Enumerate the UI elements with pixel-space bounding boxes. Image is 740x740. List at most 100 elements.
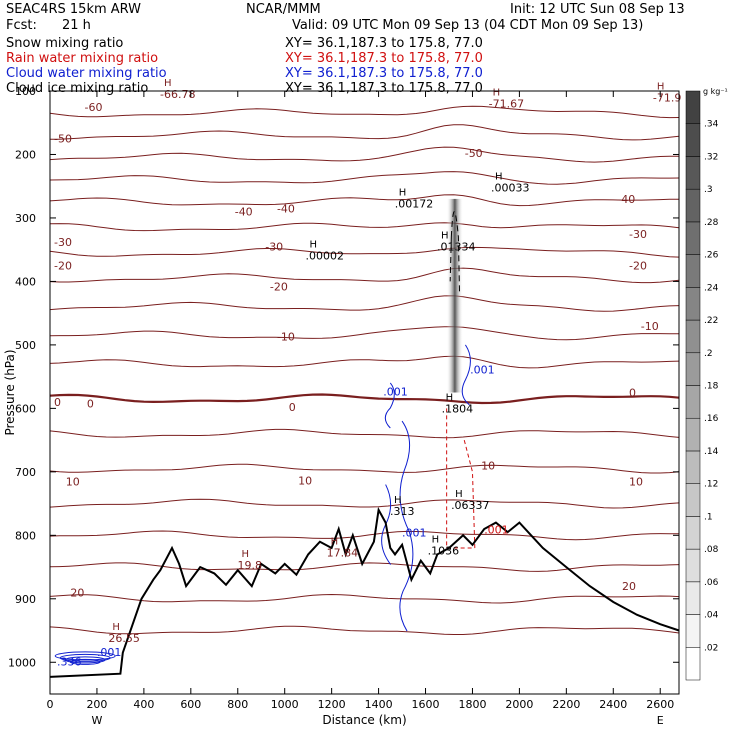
- cloud-water-label: .336: [57, 655, 82, 668]
- isotherm-line: [49, 562, 680, 572]
- center-title: NCAR/MMM: [246, 2, 321, 17]
- y-tick-label: 900: [15, 593, 36, 606]
- colorbar-tick-label: .02: [704, 643, 718, 653]
- field-xy-cloud-water: XY= 36.1,187.3 to 175.8, 77.0: [285, 66, 483, 81]
- isotherm-line: [49, 105, 680, 119]
- max-marker: H: [310, 239, 318, 250]
- temperature-label: -40: [617, 193, 635, 206]
- cloud-water-contour: [384, 382, 395, 429]
- max-value-label: .1804: [442, 402, 474, 415]
- colorbar-tick-label: .14: [704, 447, 719, 457]
- temperature-label: 10: [629, 475, 643, 488]
- temperature-label: -40: [277, 202, 295, 215]
- temperature-label: -40: [235, 206, 253, 219]
- isotherm-line: [49, 625, 680, 635]
- y-tick-label: 600: [15, 402, 36, 415]
- east-label: E: [657, 714, 664, 727]
- isotherm-line: [49, 593, 680, 604]
- temperature-label: -30: [629, 228, 647, 241]
- max-value-label: 17.84: [327, 546, 359, 559]
- colorbar-swatch: [685, 581, 701, 615]
- isotherm-line: [49, 171, 680, 185]
- isotherm-line: [49, 267, 680, 284]
- max-marker: H: [446, 392, 454, 403]
- colorbar-tick-label: .08: [704, 545, 719, 555]
- y-tick-label: 500: [15, 339, 36, 352]
- y-tick-label: 400: [15, 275, 36, 288]
- isotherm-line: [49, 222, 680, 232]
- forecast-hours: 21 h: [62, 18, 91, 33]
- cloud-water-contour: [69, 658, 101, 665]
- y-axis-label: Pressure (hPa): [3, 349, 17, 435]
- max-marker: H: [112, 622, 120, 633]
- isotherm-line: [49, 498, 680, 509]
- max-marker: H: [441, 230, 449, 241]
- colorbar-swatch: [685, 254, 701, 288]
- colorbar-tick-label: .24: [704, 283, 719, 293]
- colorbar-swatch: [685, 287, 701, 321]
- max-marker: H: [455, 489, 463, 500]
- temperature-label: -20: [629, 260, 647, 273]
- temperature-label: -50: [465, 147, 483, 160]
- max-marker: H: [657, 81, 665, 92]
- field-name-cloud-water: Cloud water mixing ratio: [6, 66, 167, 81]
- colorbar-tick-label: .3: [704, 185, 713, 195]
- y-tick-label: 700: [15, 466, 36, 479]
- max-marker: H: [331, 536, 339, 547]
- x-tick-label: 0: [47, 698, 54, 711]
- temperature-label: -10: [641, 320, 659, 333]
- temperature-label: 20: [70, 586, 84, 599]
- y-tick-label: 800: [15, 529, 36, 542]
- y-tick-label: 100: [15, 85, 36, 98]
- cloud-water-label: .001: [383, 386, 408, 399]
- field-xy-cloud-ice: XY= 36.1,187.3 to 175.8, 77.0: [285, 81, 483, 96]
- x-axis-label: Distance (km): [322, 713, 406, 727]
- isotherm-line: [49, 246, 680, 258]
- temperature-label: -20: [270, 280, 288, 293]
- colorbar-tick-label: .16: [704, 414, 719, 424]
- isotherm-line: [49, 146, 679, 163]
- temperature-label: 0: [87, 397, 94, 410]
- field-name-snow: Snow mixing ratio: [6, 36, 124, 51]
- colorbar-tick-label: .18: [704, 382, 719, 392]
- max-value-label: .01334: [437, 240, 476, 253]
- field-name-cloud-ice: Cloud ice mixing ratio: [6, 81, 149, 96]
- colorbar-swatch: [685, 417, 701, 452]
- max-marker: H: [432, 534, 440, 545]
- temperature-label: 10: [66, 475, 80, 488]
- max-marker: H: [394, 495, 402, 506]
- x-tick-label: 1600: [412, 698, 440, 711]
- colorbar-tick-label: .1: [704, 512, 713, 522]
- colorbar-swatch: [685, 516, 701, 550]
- valid-time: Valid: 09 UTC Mon 09 Sep 13 (04 CDT Mon …: [292, 18, 644, 33]
- cloud-water-label: .001: [402, 527, 427, 540]
- isotherm-line: [49, 295, 680, 312]
- max-value-label: -71.9: [653, 91, 681, 104]
- colorbar-swatch: [685, 156, 701, 190]
- colorbar-swatch: [685, 352, 701, 386]
- isotherm-line: [49, 326, 679, 341]
- max-marker: H: [164, 78, 172, 89]
- cloud-water-contour: [59, 653, 111, 662]
- colorbar-swatch: [685, 450, 701, 484]
- x-tick-label: 1200: [318, 698, 346, 711]
- max-value-label: .00033: [491, 181, 530, 194]
- x-tick-label: 2200: [552, 698, 580, 711]
- colorbar-tick-label: .32: [704, 152, 718, 162]
- model-title: SEAC4RS 15km ARW: [6, 2, 142, 17]
- x-tick-label: 2000: [505, 698, 533, 711]
- max-value-label: .1036: [428, 544, 460, 557]
- cloud-water-contour: [64, 656, 106, 664]
- isotherm-line: [49, 463, 680, 474]
- temperature-label: -30: [265, 241, 283, 254]
- x-tick-label: 2400: [599, 698, 627, 711]
- snow-shading: [446, 198, 464, 393]
- colorbar-swatch: [685, 385, 701, 419]
- max-value-label: .06337: [451, 499, 490, 512]
- max-value-label: .00002: [306, 249, 345, 262]
- colorbar-swatch: [685, 483, 701, 517]
- isotherm-line: [49, 530, 680, 541]
- colorbar-unit: g kg⁻¹: [703, 87, 728, 96]
- x-tick-label: 1800: [458, 698, 486, 711]
